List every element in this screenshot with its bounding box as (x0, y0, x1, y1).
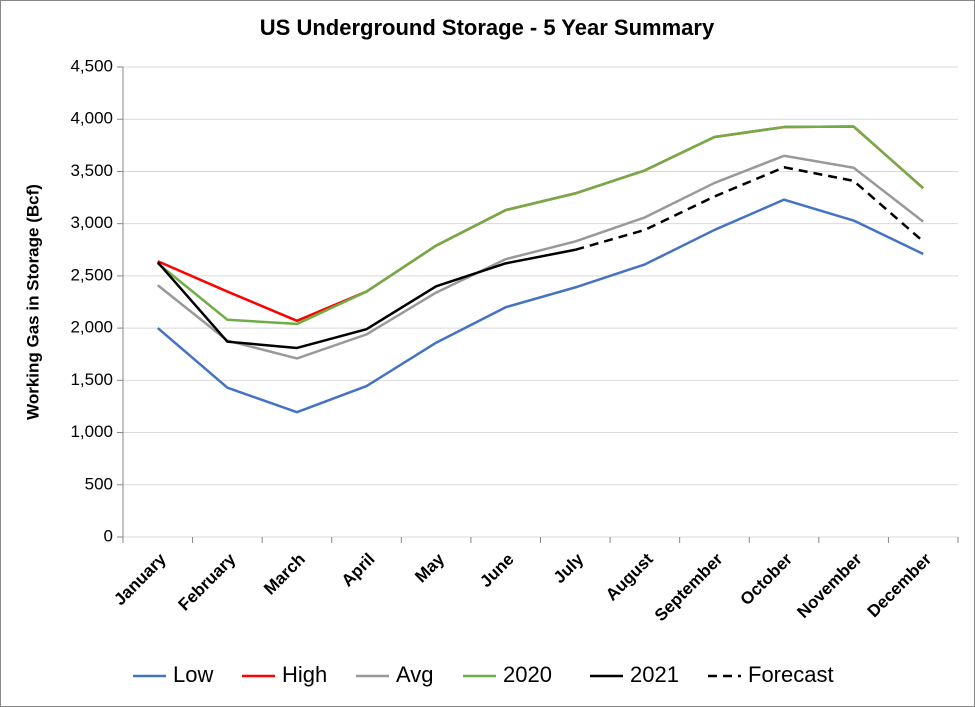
y-axis-label: Working Gas in Storage (Bcf) (23, 184, 42, 420)
y-tick-label: 4,000 (70, 109, 113, 128)
series-line (156, 248, 576, 350)
series-line (156, 198, 924, 414)
y-tick-label: 1,000 (70, 422, 113, 441)
y-tick-label: 3,500 (70, 161, 113, 180)
legend-label: 2021 (630, 662, 679, 687)
y-tick-label: 500 (85, 474, 113, 493)
series-line (574, 166, 925, 251)
legend-label: Avg (396, 662, 434, 687)
y-tick-label: 0 (104, 526, 113, 545)
legend-label: Low (173, 662, 213, 687)
legend-label: 2020 (503, 662, 552, 687)
series-line (157, 125, 925, 326)
legend-label: Forecast (748, 662, 834, 687)
y-tick-label: 3,000 (70, 213, 113, 232)
series-line (157, 154, 924, 360)
y-tick-label: 4,500 (70, 56, 113, 75)
y-tick-label: 1,500 (70, 370, 113, 389)
legend-label: High (282, 662, 327, 687)
y-tick-label: 2,500 (70, 265, 113, 284)
chart-title: US Underground Storage - 5 Year Summary (260, 15, 715, 40)
y-tick-label: 2,000 (70, 318, 113, 337)
